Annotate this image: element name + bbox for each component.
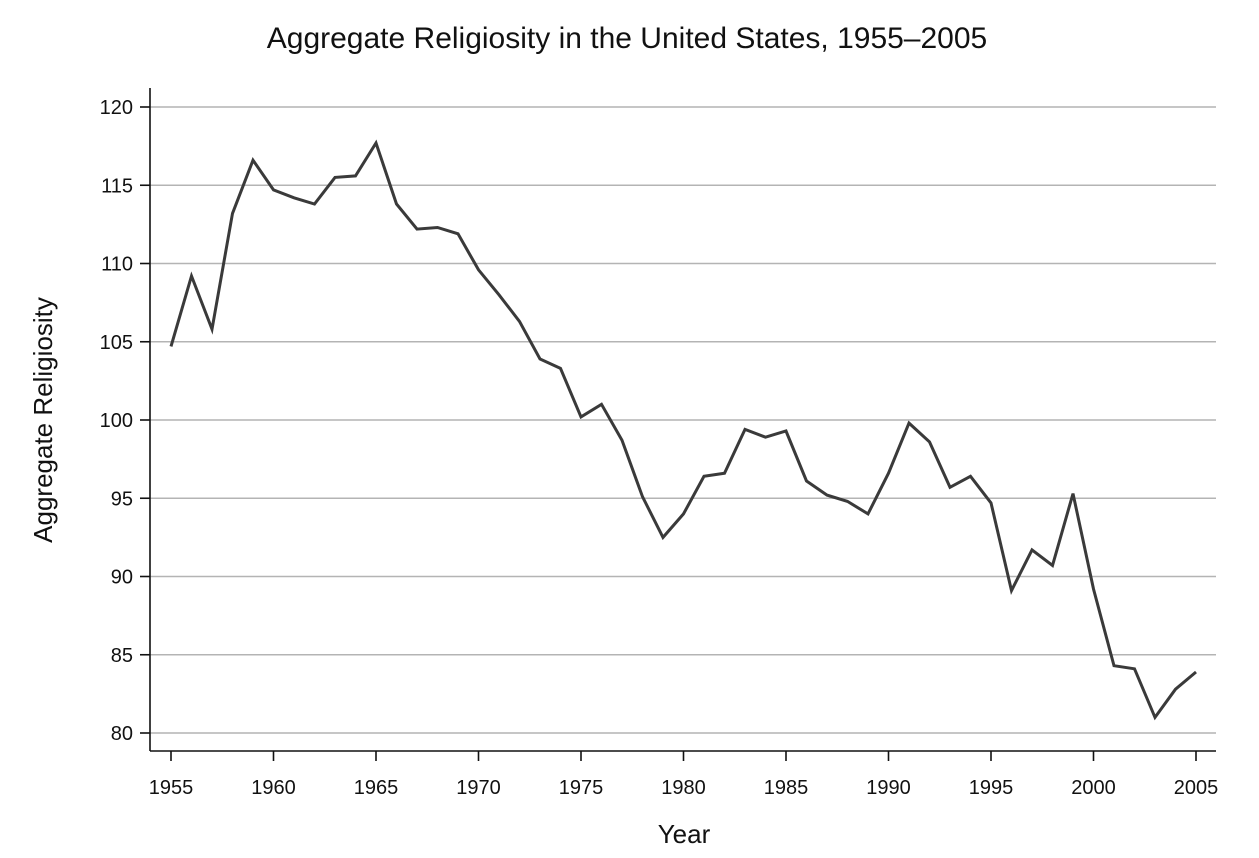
y-tick-label: 105 [100, 332, 133, 354]
x-tick-label: 2005 [1174, 777, 1219, 799]
x-tick-label: 1970 [456, 777, 501, 799]
y-tick-label: 80 [111, 723, 133, 745]
series-line [169, 139, 1197, 721]
y-tick-label: 100 [100, 410, 133, 432]
x-tick-label: 1960 [251, 777, 296, 799]
x-tick-label: 1975 [559, 777, 604, 799]
x-tick-label: 1955 [149, 777, 194, 799]
x-axis-title: Year [658, 819, 711, 849]
x-tick-label: 1985 [764, 777, 809, 799]
chart-title: Aggregate Religiosity in the United Stat… [267, 22, 987, 55]
x-tick-label: 1990 [866, 777, 911, 799]
x-tick-label: 1995 [969, 777, 1014, 799]
x-tick-label: 1980 [661, 777, 706, 799]
y-tick-label: 110 [101, 254, 133, 276]
y-tick-label: 115 [101, 175, 133, 197]
y-tick-label: 95 [111, 488, 133, 510]
gridlines [150, 106, 1216, 734]
y-tick-label: 90 [111, 567, 133, 589]
x-tick-label: 1965 [354, 777, 399, 799]
y-tick-label: 120 [100, 97, 133, 119]
y-tick-label: 85 [111, 645, 133, 667]
x-tick-label: 2000 [1071, 777, 1116, 799]
y-axis-title: Aggregate Religiosity [28, 297, 58, 543]
axes: 80 85 90 95 100 105 110 115 120 1955 1960 1965 1970 1… [100, 88, 1219, 799]
series-layer [169, 139, 1197, 721]
